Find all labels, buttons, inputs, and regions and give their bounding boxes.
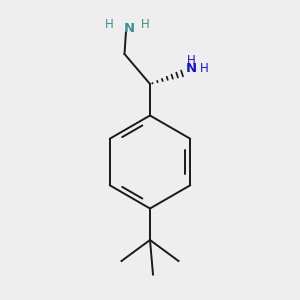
Text: H: H (187, 54, 196, 67)
Text: N: N (185, 62, 197, 76)
Text: H: H (200, 62, 208, 76)
Text: H: H (105, 18, 114, 32)
Text: N: N (123, 22, 135, 35)
Text: H: H (140, 18, 149, 32)
